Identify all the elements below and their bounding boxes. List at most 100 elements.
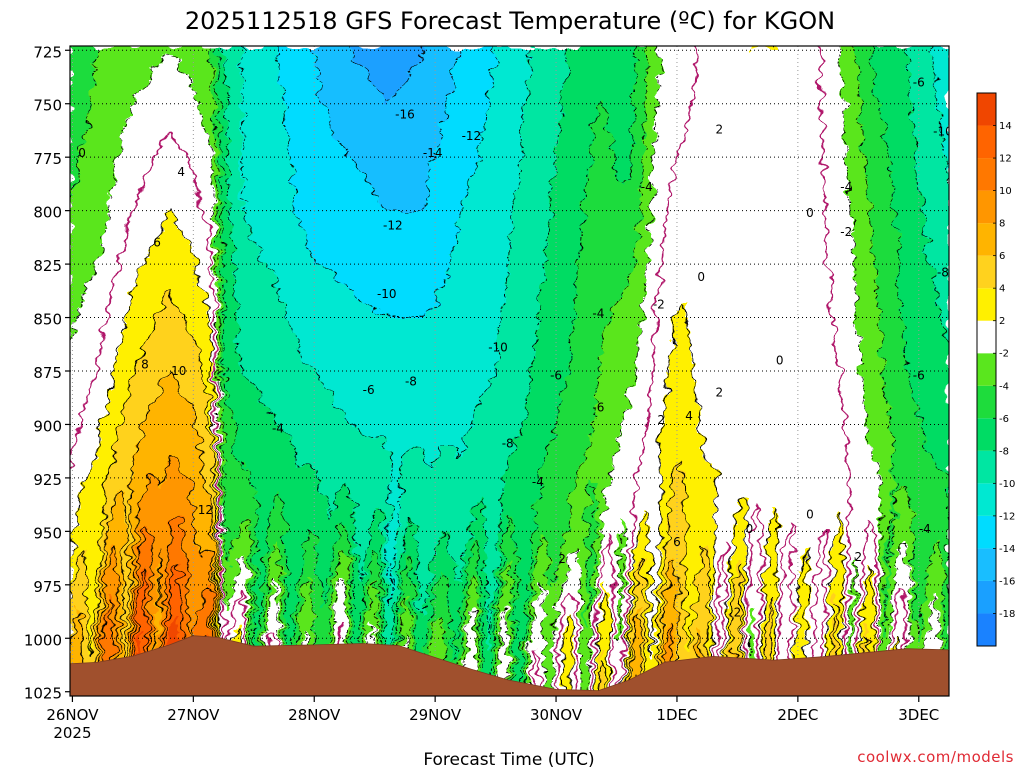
band-cell [526,397,563,401]
band-cell [205,130,215,134]
band-cell [529,64,566,68]
band-cell [445,283,506,287]
band-cell [193,409,209,413]
band-cell [127,310,161,314]
band-cell [907,52,932,56]
band-cell [457,58,497,62]
band-cell [856,76,878,80]
band-cell [931,46,949,50]
band-cell [553,178,587,182]
band-cell [634,115,647,119]
band-cell [874,268,899,272]
band-cell [70,277,92,281]
band-cell [880,475,893,479]
band-cell [91,100,134,104]
band-cell [274,418,347,422]
band-cell [214,112,221,116]
band-cell [607,124,635,128]
band-cell [931,256,949,260]
band-cell [217,214,224,218]
band-cell [415,64,458,68]
band-cell [298,463,392,467]
band-cell [100,433,119,437]
band-cell [295,337,500,341]
band-cell [877,295,902,299]
band-cell [373,187,428,191]
band-cell [295,202,383,206]
band-cell [589,445,620,449]
band-cell [892,460,935,464]
band-cell [550,202,584,206]
band-cell [604,331,641,335]
band-cell [880,478,893,482]
band-cell [658,88,842,92]
band-cell [400,481,506,485]
band-cell [841,94,860,98]
band-cell [172,295,206,299]
band-cell [214,121,221,125]
band-cell [70,475,89,479]
band-cell [217,241,224,245]
band-cell [466,433,518,437]
band-cell [235,436,287,440]
band-cell [220,340,224,344]
band-cell [892,454,932,458]
band-cell [349,490,392,494]
band-cell [121,337,149,341]
band-cell [544,253,581,257]
band-cell [934,82,949,86]
band-cell [214,202,218,206]
band-cell [451,259,509,263]
band-cell [592,136,611,140]
band-cell [205,376,215,380]
band-cell [616,166,632,170]
band-cell [586,184,623,188]
band-cell [874,61,908,65]
band-cell [883,124,914,128]
band-cell [190,82,215,86]
band-cell [577,280,629,284]
band-cell [589,148,614,152]
band-cell [631,148,644,152]
band-cell [217,331,221,335]
band-cell [187,241,215,245]
band-cell [97,454,113,458]
band-cell [700,427,869,431]
band-cell [481,136,524,140]
band-cell [550,211,584,215]
band-cell [205,295,218,299]
band-cell [877,310,902,314]
band-cell [460,52,497,56]
band-cell [655,166,848,170]
band-cell [238,325,293,329]
band-cell [874,250,899,254]
band-cell [577,262,635,266]
band-cell [544,460,587,464]
band-cell [895,205,923,209]
band-cell [214,199,218,203]
band-cell [241,58,281,62]
band-cell [547,238,581,242]
band-cell [874,64,908,68]
band-cell [352,49,425,53]
band-cell [646,292,857,296]
band-cell [214,106,221,110]
band-cell [130,496,143,500]
band-cell [235,448,293,452]
band-cell [211,49,218,53]
band-cell [589,166,617,170]
band-cell [115,373,134,377]
band-cell [610,472,662,476]
band-cell [361,169,434,173]
band-cell [295,451,392,455]
band-cell [148,259,197,263]
band-cell [220,283,224,287]
band-cell [865,160,890,164]
band-cell [190,487,206,491]
band-cell [70,136,86,140]
band-cell [322,490,341,494]
band-cell [883,370,908,374]
band-cell [595,493,608,497]
band-cell [892,493,896,497]
band-cell [553,172,590,176]
